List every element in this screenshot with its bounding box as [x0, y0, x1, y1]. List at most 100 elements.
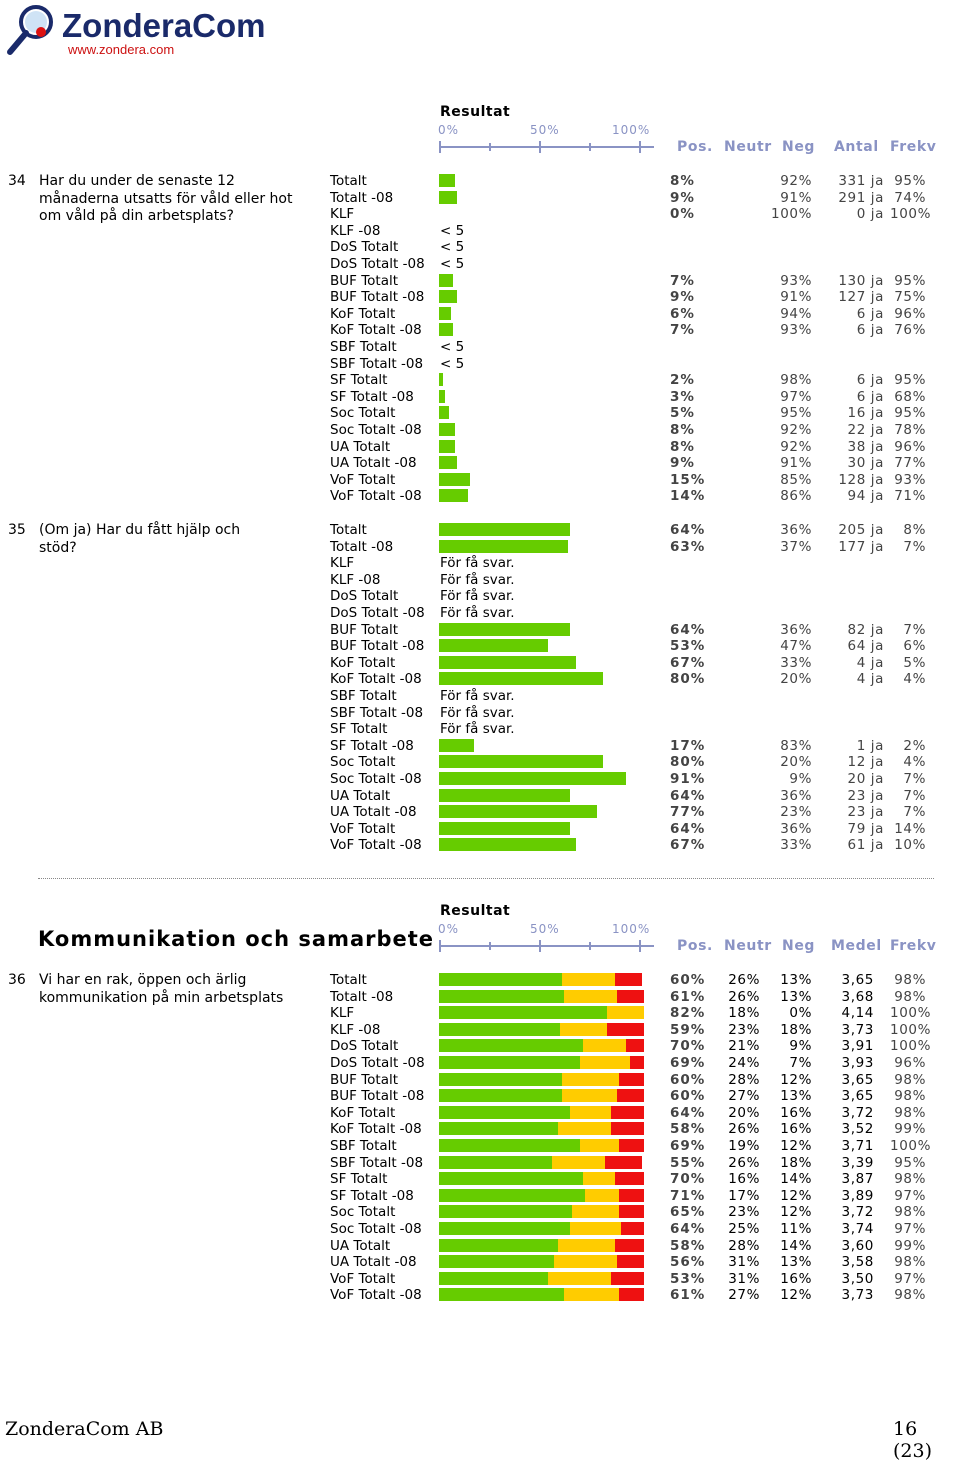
- bar-segment-neutral: [570, 1105, 612, 1119]
- value-mean: 3,72: [841, 1104, 874, 1121]
- result-row: BUF Totalt 64% 36% 82 ja 7%: [330, 622, 950, 639]
- bar-segment-positive: [439, 772, 626, 785]
- value-pos: 5%: [670, 405, 695, 422]
- stacked-bar: [439, 1022, 644, 1036]
- bar-segment-neutral: [559, 1022, 608, 1036]
- bar-segment-positive: [439, 1122, 558, 1136]
- value-neg: 92%: [780, 173, 812, 189]
- footer-page-number: 16 (23): [893, 1418, 933, 1462]
- row-label: DoS Totalt -08: [330, 605, 425, 621]
- result-row: UA Totalt -08 77% 23% 23 ja 7%: [330, 804, 950, 821]
- value-neg: 83%: [780, 737, 812, 754]
- value-pos: 77%: [670, 804, 706, 821]
- value-count: 291 ja: [838, 189, 884, 206]
- value-neg: 91%: [780, 289, 812, 306]
- value-pos: 64%: [670, 522, 706, 538]
- row-label: VoF Totalt: [330, 1270, 396, 1287]
- result-row: SF Totalt -08 17% 83% 1 ja 2%: [330, 738, 950, 755]
- result-row: Totalt 60% 26% 13% 3,65 98%: [330, 972, 950, 989]
- row-label: SF Totalt: [330, 721, 388, 738]
- header-antal: Antal: [834, 139, 879, 155]
- row-note: För få svar.: [440, 721, 515, 738]
- value-neg: 7%: [789, 1055, 812, 1071]
- stacked-bar: [439, 1105, 644, 1119]
- divider: [38, 878, 934, 879]
- bar-segment-neutral: [584, 1188, 620, 1202]
- stacked-bar: [439, 1172, 644, 1186]
- bar-segment-positive: [439, 622, 571, 636]
- row-label: UA Totalt -08: [330, 804, 417, 821]
- bar-segment-positive: [439, 838, 577, 852]
- value-neutral: 26%: [728, 1121, 760, 1138]
- value-pos: 60%: [670, 1071, 706, 1088]
- stacked-bar: [439, 1271, 644, 1285]
- value-frekv: 74%: [894, 189, 926, 206]
- result-row: DoS Totalt -08 69% 24% 7% 3,93 96%: [330, 1055, 950, 1072]
- result-row: VoF Totalt 15% 85% 128 ja 93%: [330, 472, 950, 489]
- value-mean: 3,68: [841, 988, 874, 1005]
- row-label: KoF Totalt: [330, 305, 396, 322]
- value-mean: 3,65: [841, 1071, 874, 1088]
- value-pos: 67%: [670, 654, 706, 671]
- value-neg: 100%: [771, 206, 812, 223]
- value-neg: 16%: [780, 1104, 812, 1121]
- value-frekv: 100%: [890, 1138, 931, 1154]
- value-neg: 12%: [780, 1187, 812, 1204]
- positive-bar: [439, 738, 474, 752]
- row-label: Soc Totalt: [330, 754, 396, 771]
- value-frekv: 95%: [894, 173, 926, 189]
- row-label: SBF Totalt -08: [330, 1154, 424, 1171]
- section-title: Kommunikation och samarbete: [38, 927, 435, 951]
- value-count: 4 ja: [856, 654, 884, 671]
- row-label: VoF Totalt -08: [330, 488, 422, 505]
- bar-segment-negative: [625, 1039, 644, 1053]
- row-label: SF Totalt: [330, 1171, 388, 1188]
- positive-bar: [439, 639, 548, 653]
- value-neg: 23%: [780, 804, 812, 821]
- bar-segment-negative: [615, 973, 642, 986]
- bar-segment-positive: [439, 523, 571, 536]
- value-neutral: 25%: [728, 1221, 760, 1237]
- row-label: KLF: [330, 1005, 355, 1022]
- value-neg: 95%: [780, 405, 812, 422]
- value-pos: 71%: [670, 1187, 706, 1204]
- value-pos: 70%: [670, 1171, 706, 1188]
- value-frekv: 95%: [894, 405, 926, 422]
- value-frekv: 100%: [890, 206, 931, 223]
- value-neg: 86%: [780, 488, 812, 505]
- positive-bar: [439, 772, 626, 785]
- value-frekv: 95%: [894, 372, 926, 389]
- bar-segment-positive: [439, 306, 452, 320]
- value-pos: 17%: [670, 737, 706, 754]
- value-frekv: 98%: [894, 1204, 926, 1221]
- bar-segment-positive: [439, 1089, 562, 1103]
- value-neg: 93%: [780, 272, 812, 289]
- value-count: 16 ja: [847, 405, 884, 422]
- row-label: Soc Totalt: [330, 405, 396, 422]
- value-neutral: 26%: [728, 972, 760, 988]
- row-label: UA Totalt: [330, 1237, 391, 1254]
- row-label: VoF Totalt -08: [330, 837, 422, 854]
- stacked-bar: [439, 1205, 644, 1219]
- stacked-bar: [439, 1006, 644, 1020]
- bar-segment-positive: [439, 1288, 565, 1302]
- bar-segment-positive: [439, 788, 571, 802]
- value-frekv: 71%: [894, 488, 926, 505]
- scale-ruler: 0% 50% 100%: [438, 123, 654, 153]
- value-count: 130 ja: [838, 272, 884, 289]
- value-mean: 3,71: [841, 1138, 874, 1154]
- tick-label-0: 0%: [438, 123, 459, 137]
- bar-segment-positive: [439, 456, 458, 470]
- value-pos: 69%: [670, 1055, 706, 1071]
- value-neg: 91%: [780, 189, 812, 206]
- bar-segment-positive: [439, 821, 571, 835]
- value-count: 38 ja: [847, 438, 884, 455]
- row-note: < 5: [440, 222, 465, 239]
- result-row: KLF -08 < 5: [330, 223, 950, 240]
- row-label: SBF Totalt -08: [330, 704, 424, 721]
- row-label: Totalt -08: [330, 988, 394, 1005]
- value-count: 177 ja: [838, 538, 884, 555]
- value-frekv: 100%: [890, 1038, 931, 1055]
- logo-url: www.zondera.com: [67, 42, 174, 57]
- row-note: < 5: [440, 256, 465, 272]
